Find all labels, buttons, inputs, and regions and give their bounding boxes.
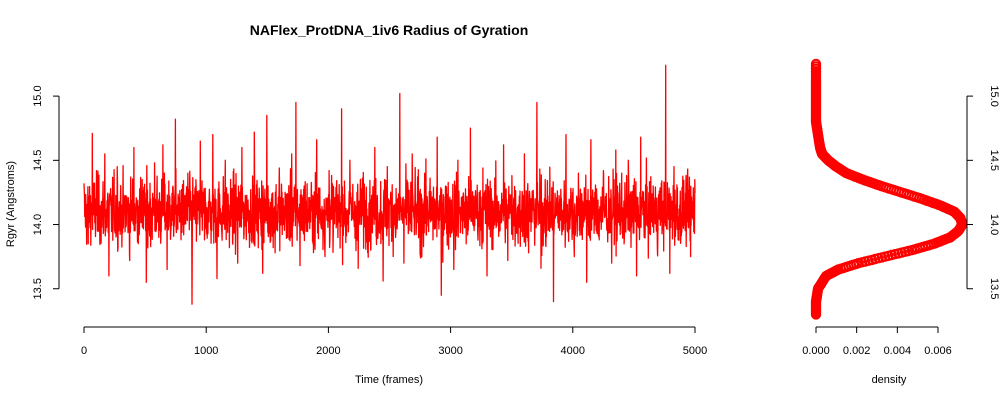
timeseries-x-axis-label: Time (frames) — [355, 374, 423, 386]
density-y-tick-label: 13.5 — [988, 278, 1000, 299]
y-tick-label: 14.5 — [32, 150, 44, 171]
density-x-tick-label: 0.006 — [924, 345, 952, 357]
x-tick-label: 5000 — [683, 345, 707, 357]
density-x-axis-label: density — [872, 374, 907, 386]
timeseries-line-group — [83, 64, 696, 305]
density-y-tick-label: 14.0 — [988, 214, 1000, 235]
y-tick-label: 15.0 — [32, 85, 44, 106]
chart-title: NAFlex_ProtDNA_1iv6 Radius of Gyration — [250, 22, 529, 38]
y-tick-label: 13.5 — [32, 278, 44, 299]
density-points-group — [810, 58, 968, 320]
x-tick-label: 1000 — [194, 345, 218, 357]
x-tick-label: 3000 — [438, 345, 462, 357]
density-y-axis: 13.5 14.0 14.5 15.0 — [966, 85, 1000, 299]
density-point — [810, 58, 822, 70]
x-tick-label: 4000 — [561, 345, 585, 357]
density-y-tick-label: 15.0 — [988, 85, 1000, 106]
density-x-tick-label: 0.004 — [884, 345, 912, 357]
x-tick-label: 2000 — [316, 345, 340, 357]
density-panel: 0.000 0.002 0.004 0.006 13.5 14.0 14.5 15.0 de… — [802, 58, 1000, 386]
density-x-axis: 0.000 0.002 0.004 0.006 — [802, 326, 952, 357]
timeseries-x-axis: 0 1000 2000 3000 4000 5000 — [81, 326, 707, 357]
timeseries-y-axis: 13.5 14.0 14.5 15.0 — [32, 85, 60, 299]
rgyr-series-line — [83, 64, 696, 305]
density-x-tick-label: 0.002 — [843, 345, 871, 357]
timeseries-y-axis-label: Rgyr (Angstroms) — [5, 161, 17, 247]
density-y-tick-label: 14.5 — [988, 150, 1000, 171]
density-x-tick-label: 0.000 — [802, 345, 830, 357]
y-tick-label: 14.0 — [32, 214, 44, 235]
timeseries-panel: 0 1000 2000 3000 4000 5000 13.5 14.0 14.5 15.0 T… — [5, 64, 707, 386]
x-tick-label: 0 — [81, 345, 87, 357]
